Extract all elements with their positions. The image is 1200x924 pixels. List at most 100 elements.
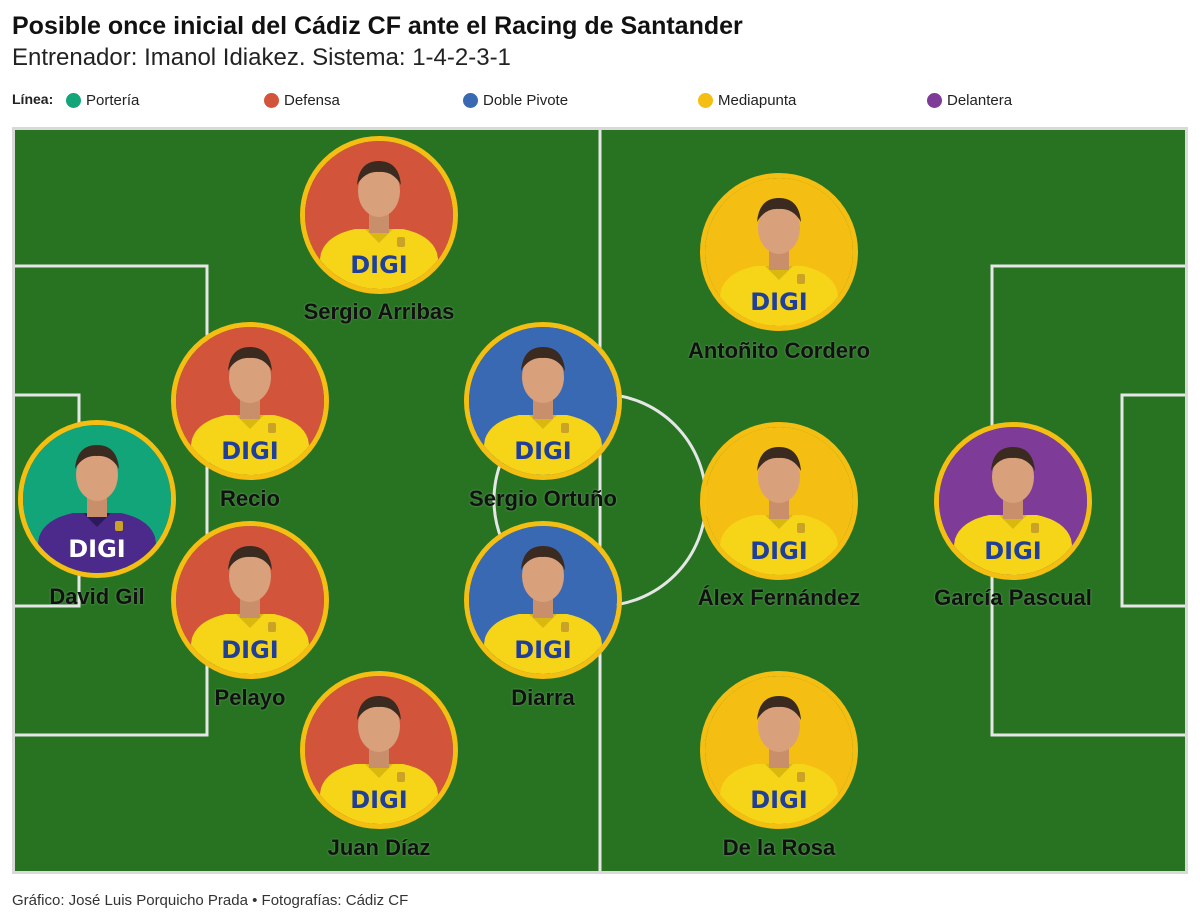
shirt-sponsor: DIGI [350,786,407,814]
shirt [479,415,607,475]
player-portrait: DIGI [305,141,453,289]
player-name: De la Rosa [722,835,836,860]
legend-item-label: Defensa [284,91,340,109]
player-portrait: DIGI [23,425,171,573]
face [358,165,400,217]
player-portrait: DIGI [705,676,853,824]
player-photo: DIGI [934,422,1092,580]
legend-label: Línea: [12,91,54,107]
shirt [715,515,843,575]
club-crest [1031,523,1039,533]
shirt-sponsor: DIGI [68,535,125,563]
player-photo: DIGI [171,521,329,679]
face [758,451,800,503]
player-portrait: DIGI [705,178,853,326]
left-penalty-area [15,264,209,737]
shirt [479,614,607,674]
legend-dot-defensa [264,92,279,108]
shirt [715,764,843,824]
player-photo: DIGI [700,173,858,331]
hair [757,447,801,471]
legend-item-label: Portería [86,91,140,109]
club-crest [268,423,276,433]
legend-item-label: Doble Pivote [483,91,569,109]
legend-dot-delantera [927,92,942,108]
club-crest [115,521,123,531]
shirt-sponsor: DIGI [350,251,407,279]
player-name: David Gil [49,584,145,609]
face [522,351,564,403]
face [992,451,1034,503]
face [229,351,271,403]
club-crest [397,772,405,782]
shirt [315,229,443,289]
club-crest [561,423,569,433]
face [758,202,800,254]
hair [357,161,401,185]
shirt [315,764,443,824]
legend-item-label: Delantera [947,91,1013,109]
player-portrait: DIGI [469,526,617,674]
chart-subtitle: Entrenador: Imanol Idiakez. Sistema: 1-4… [12,44,511,71]
credits: Gráfico: José Luis Porquicho Prada • Fot… [12,892,409,909]
legend-item-delantera: Delantera [927,90,1012,110]
chart-title: Posible once inicial del Cádiz CF ante e… [12,12,743,40]
player-portrait: DIGI [176,327,324,475]
shirt [186,415,314,475]
legend-item-porteria: Portería [66,90,139,110]
player-portrait: DIGI [939,427,1087,575]
legend-item-mediapunta: Mediapunta [698,90,796,110]
shirt-sponsor: DIGI [984,537,1041,565]
player-photo: DIGI [700,422,858,580]
hair [357,696,401,720]
player-portrait: DIGI [176,526,324,674]
shirt-sponsor: DIGI [750,288,807,316]
hair [228,347,272,371]
legend-item-label: Mediapunta [718,91,797,109]
hair [991,447,1035,471]
player-photo: DIGI [300,136,458,294]
hair [757,198,801,222]
player-photo: DIGI [300,671,458,829]
legend-dot-mediapunta [698,92,713,108]
player-portrait: DIGI [705,427,853,575]
football-pitch: DIGI David Gil DIGI Sergio Arribas DIGI … [12,127,1188,874]
shirt [33,513,161,573]
hair [521,347,565,371]
face [758,700,800,752]
shirt-sponsor: DIGI [514,636,571,664]
club-crest [797,274,805,284]
player-portrait: DIGI [469,327,617,475]
legend: Línea: Portería Defensa Doble Pivote Med… [12,89,1192,111]
hair [757,696,801,720]
legend-dot-doble-pivote [463,92,478,108]
shirt-sponsor: DIGI [221,437,278,465]
shirt [715,266,843,326]
player-name: Antoñito Cordero [687,338,871,363]
shirt-sponsor: DIGI [514,437,571,465]
player-photo: DIGI [171,322,329,480]
player-name: Sergio Ortuño [469,486,617,511]
player-name: Diarra [511,685,575,710]
hair [228,546,272,570]
face [76,449,118,501]
player-photo: DIGI [464,322,622,480]
face [522,550,564,602]
shirt-sponsor: DIGI [221,636,278,664]
club-crest [797,523,805,533]
player-photo: DIGI [464,521,622,679]
player-portrait: DIGI [305,676,453,824]
face [229,550,271,602]
club-crest [397,237,405,247]
player-name: Álex Fernández [697,585,861,610]
shirt [949,515,1077,575]
club-crest [268,622,276,632]
legend-item-doble-pivote: Doble Pivote [463,90,568,110]
club-crest [797,772,805,782]
player-name: Sergio Arribas [303,299,455,324]
shirt-sponsor: DIGI [750,786,807,814]
player-photo: DIGI [700,671,858,829]
legend-dot-porteria [66,92,81,108]
face [358,700,400,752]
player-name: Recio [220,486,280,511]
